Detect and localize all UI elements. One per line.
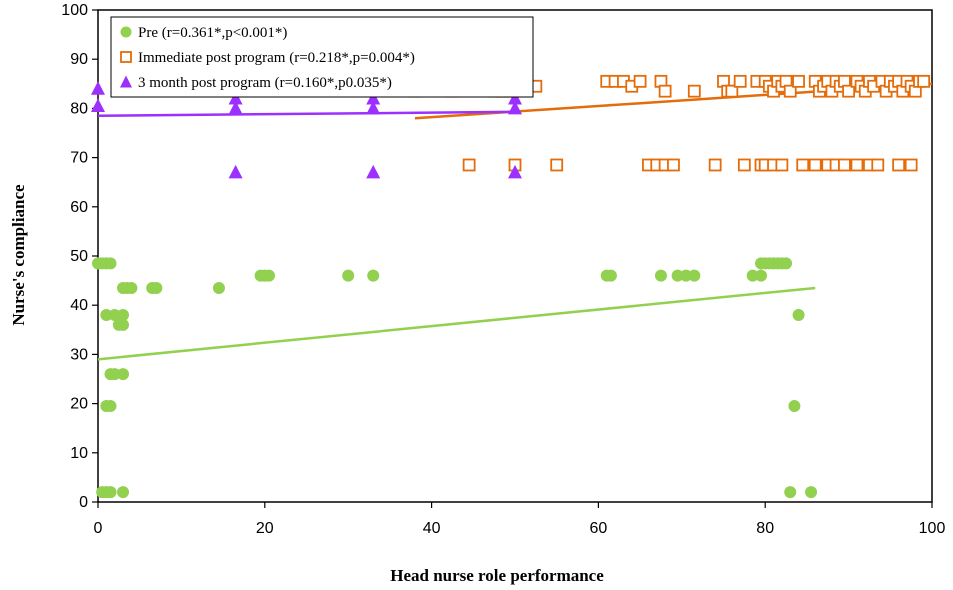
- legend-label-0: Pre (r=0.361*,p<0.001*): [138, 25, 287, 41]
- point-0-6: [117, 309, 130, 322]
- point-0-16: [108, 368, 121, 381]
- point-0-8: [117, 318, 130, 331]
- point-2-3: [228, 91, 243, 105]
- y-tick-label-4: 40: [70, 297, 88, 314]
- x-tick-label-5: 100: [919, 520, 946, 537]
- point-1-72: [850, 158, 864, 172]
- point-0-27: [342, 269, 355, 282]
- point-1-15: [687, 84, 701, 98]
- point-1-61: [708, 158, 722, 172]
- trendlines: [97, 82, 933, 361]
- series-1: [408, 74, 931, 172]
- point-1-68: [808, 158, 822, 172]
- point-1-66: [775, 158, 789, 172]
- legend-marker-2: [120, 75, 132, 88]
- point-2-8: [366, 100, 381, 115]
- point-0-31: [654, 269, 667, 282]
- point-0-3: [104, 257, 117, 270]
- point-0-45: [788, 400, 801, 413]
- point-1-12: [633, 74, 647, 88]
- trendline-2: [97, 110, 516, 118]
- point-0-43: [780, 257, 793, 270]
- point-1-56: [550, 158, 564, 172]
- point-1-27: [783, 84, 797, 98]
- point-0-35: [746, 269, 759, 282]
- data-points: [91, 74, 931, 499]
- point-1-67: [796, 158, 810, 172]
- legend-marker-0: [120, 26, 132, 38]
- point-2-4: [228, 100, 243, 115]
- point-1-75: [892, 158, 906, 172]
- point-2-9: [366, 164, 381, 179]
- point-1-19: [733, 74, 747, 88]
- axis-ticks: 0 10 20 30 40 50 60 70 80 90 100 0 20 40 60 80 100: [61, 2, 945, 537]
- y-tick-label-9: 90: [70, 51, 88, 68]
- y-tick-label-0: 0: [79, 494, 88, 511]
- x-tick-label-0: 0: [94, 520, 103, 537]
- trendline-0: [97, 286, 816, 361]
- point-1-62: [737, 158, 751, 172]
- y-axis-title: Nurse's compliance: [9, 184, 28, 326]
- point-2-1: [91, 98, 105, 112]
- y-tick-label-1: 10: [70, 445, 88, 462]
- x-tick-label-4: 80: [756, 520, 774, 537]
- legend-box: [110, 16, 534, 98]
- point-1-60: [667, 158, 680, 172]
- point-0-19: [104, 400, 117, 413]
- legend: Pre (r=0.361*,p<0.001*) Immediate post pr…: [110, 16, 534, 98]
- point-2-0: [91, 81, 105, 95]
- y-tick-label-5: 50: [70, 248, 88, 265]
- point-0-26: [262, 269, 275, 282]
- point-0-23: [117, 486, 130, 499]
- point-0-4: [100, 309, 113, 322]
- x-tick-label-2: 40: [423, 520, 441, 537]
- y-tick-label-7: 70: [70, 150, 88, 167]
- x-tick-label-3: 60: [590, 520, 608, 537]
- y-tick-label-6: 60: [70, 199, 88, 216]
- y-tick-label-3: 30: [70, 346, 88, 363]
- point-0-13: [150, 281, 163, 294]
- point-0-32: [671, 269, 684, 282]
- y-tick-label-10: 100: [61, 2, 88, 19]
- point-0-30: [604, 269, 617, 282]
- point-1-53: [917, 74, 931, 88]
- point-1-18: [725, 84, 739, 98]
- series-0: [92, 257, 818, 499]
- point-2-13: [508, 164, 522, 179]
- point-1-71: [838, 158, 851, 172]
- point-0-5: [108, 309, 121, 322]
- legend-label-2: 3 month post program (r=0.160*,p0.035*): [138, 75, 392, 91]
- legend-marker-1: [120, 51, 132, 63]
- x-axis-title: Head nurse role performance: [390, 566, 604, 585]
- point-0-11: [125, 281, 138, 294]
- point-0-14: [212, 281, 225, 294]
- point-1-28: [792, 74, 805, 88]
- point-0-28: [367, 269, 380, 282]
- point-1-54: [462, 158, 476, 172]
- point-2-5: [228, 164, 243, 179]
- point-1-76: [904, 158, 918, 172]
- point-0-36: [755, 269, 768, 282]
- point-1-14: [658, 84, 672, 98]
- point-0-17: [117, 368, 130, 381]
- point-2-7: [366, 91, 381, 105]
- point-0-22: [104, 486, 117, 499]
- y-tick-label-8: 80: [70, 100, 88, 117]
- legend-label-1: Immediate post program (r=0.218*,p=0.004…: [138, 50, 415, 66]
- point-0-46: [784, 486, 797, 499]
- x-tick-label-1: 20: [256, 520, 274, 537]
- point-0-47: [805, 486, 818, 499]
- point-0-44: [792, 309, 805, 322]
- point-0-34: [688, 269, 701, 282]
- point-2-12: [508, 100, 522, 115]
- point-2-11: [508, 91, 522, 105]
- point-1-74: [871, 158, 885, 172]
- point-1-37: [842, 84, 855, 98]
- y-tick-label-2: 20: [70, 396, 88, 413]
- point-0-33: [679, 269, 692, 282]
